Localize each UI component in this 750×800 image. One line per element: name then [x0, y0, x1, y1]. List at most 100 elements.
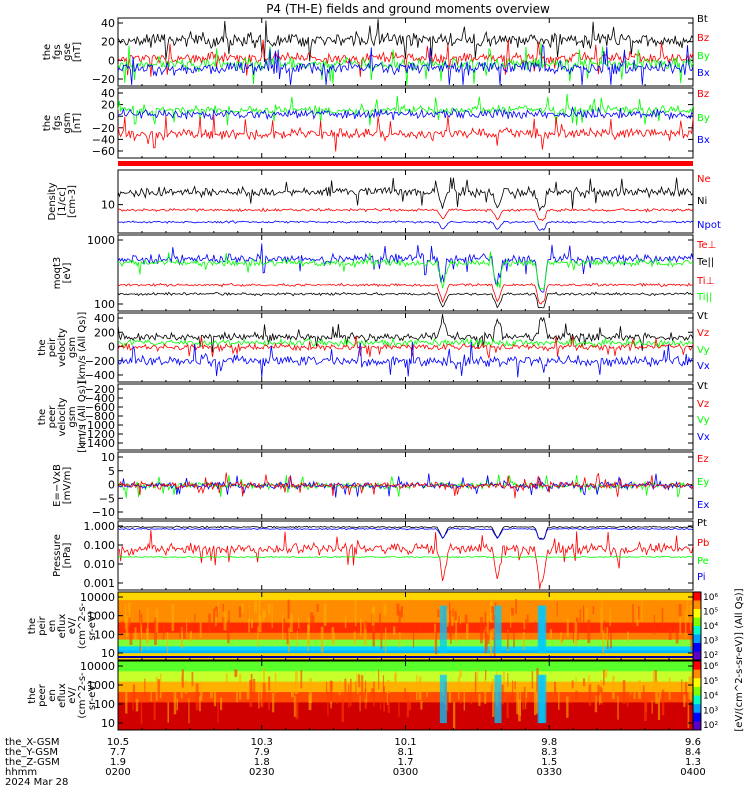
y-label-line: gsm	[62, 112, 73, 133]
legend-entry: Ey	[697, 477, 709, 488]
colorbar-segment	[693, 661, 701, 671]
series-line	[117, 251, 694, 290]
y-label-line: gsm	[67, 406, 78, 427]
spectrogram-event	[439, 674, 447, 724]
series-line	[117, 291, 694, 309]
spectrogram-band	[118, 632, 693, 641]
y-axis-label: Pressure [nPa]	[52, 534, 73, 577]
colorbar-segment	[693, 600, 701, 610]
footer-tick-value: 7.9	[254, 747, 270, 758]
y-tick-label: 40	[101, 17, 115, 30]
y-tick-label: 0.100	[84, 539, 116, 552]
y-label-line: [km/s (All Qs)]	[77, 312, 88, 384]
y-label-line: eflux	[57, 614, 68, 639]
y-label-line: [nT]	[72, 113, 83, 133]
footer-row-label: the_Y-GSM	[5, 747, 58, 758]
panel-pressure: 1.000 0.100 0.010 0.001 Pressure [nPa] Pt Pb Pe P…	[52, 518, 709, 591]
legend-entry: Ti||	[696, 292, 712, 303]
series-line	[117, 105, 694, 121]
y-tick-label: −5	[99, 492, 115, 505]
footer-row-label: 2024 Mar 28	[5, 777, 68, 788]
spectrogram-event	[539, 674, 547, 724]
colorbar-tick: 10⁵	[703, 677, 718, 687]
y-tick-label: 10000	[80, 591, 115, 604]
footer-tick-value: 1.3	[685, 757, 701, 768]
y-label-line: en	[47, 620, 58, 633]
y-tick-label: 100	[94, 298, 115, 311]
y-axis-label: moqt3 [eV]	[52, 257, 73, 290]
y-label-line: peer	[37, 683, 48, 707]
spectrogram-event	[494, 605, 502, 654]
colorbar-segment	[693, 643, 701, 652]
panel-frame	[117, 234, 694, 312]
legend-entry: Vy	[697, 345, 710, 356]
colorbar-frame	[692, 591, 702, 661]
spectrogram-band	[118, 646, 693, 651]
y-tick-label: −600	[85, 401, 115, 414]
footer-row-label: hhmm	[5, 767, 37, 778]
legend-entry: Pt	[697, 518, 707, 529]
y-tick-label: 200	[94, 326, 115, 339]
legend-entry: Ez	[697, 454, 709, 465]
y-label-line: eV/	[67, 617, 78, 634]
legend-entry: Te⊥	[696, 240, 716, 251]
legend-entry: By	[697, 113, 710, 124]
legend-entry: Bz	[697, 89, 709, 100]
colorbar-segment	[693, 721, 701, 731]
spectrogram-band	[118, 600, 693, 624]
y-tick-label: 100	[94, 628, 115, 641]
y-tick-label: 20	[101, 36, 115, 49]
colorbar-segment	[693, 704, 701, 714]
footer-tick-value: 9.6	[685, 737, 701, 748]
y-tick-label: 0	[108, 479, 115, 492]
colorbar-segment	[693, 712, 701, 722]
series-line	[117, 335, 694, 359]
legend-entry: Bx	[697, 135, 710, 146]
y-axis-label: E=−VxB [mV/m]	[52, 464, 73, 507]
y-label-line: the	[37, 339, 48, 355]
legend-entry: Pe	[697, 556, 709, 567]
y-tick-label: 20	[101, 99, 115, 112]
footer-tick-value: 8.1	[398, 747, 414, 758]
y-tick-label: 1.000	[84, 520, 116, 533]
spectrogram-band	[118, 681, 693, 693]
y-tick-label: −400	[85, 369, 115, 382]
legend-entry: Bz	[697, 33, 709, 44]
y-tick-label: 10	[101, 717, 115, 730]
y-tick-label: −1200	[78, 428, 115, 441]
legend-entry: Vx	[697, 432, 710, 443]
colorbar-segment	[693, 626, 701, 635]
colorbar-tick: 10³	[703, 706, 718, 716]
colorbar-segment	[693, 634, 701, 644]
footer-tick-value: 8.4	[685, 747, 701, 758]
y-label-line: [km/s (All Qs)]	[77, 381, 88, 453]
y-label-line: peer	[47, 405, 58, 429]
colorbar-segment	[693, 609, 701, 618]
y-label-line: fgs	[52, 44, 63, 59]
y-tick-label: 0	[108, 110, 115, 123]
y-tick-label: 5	[108, 465, 115, 478]
y-tick-label: −400	[85, 392, 115, 405]
y-label-line: Pressure	[52, 534, 63, 577]
series-line	[117, 472, 694, 499]
footer-tick-value: 0200	[105, 767, 130, 778]
footer-tick-value: 10.3	[251, 737, 273, 748]
footer-tick-value: 1.5	[541, 757, 557, 768]
y-axis-label: the fgs gse [nT]	[42, 42, 83, 62]
y-label-line: [eV]	[62, 263, 73, 284]
y-tick-label: 400	[94, 312, 115, 325]
y-tick-label: 10	[101, 647, 115, 660]
spectrogram-band	[118, 639, 693, 647]
y-tick-label: −1400	[78, 437, 115, 450]
colorbar-segment	[693, 669, 701, 679]
legend-entry: Te||	[696, 257, 714, 268]
legend-entry: Vt	[697, 311, 708, 322]
y-label-line: [mV/m]	[62, 467, 73, 505]
colorbar-tick: 10⁴	[703, 692, 718, 702]
